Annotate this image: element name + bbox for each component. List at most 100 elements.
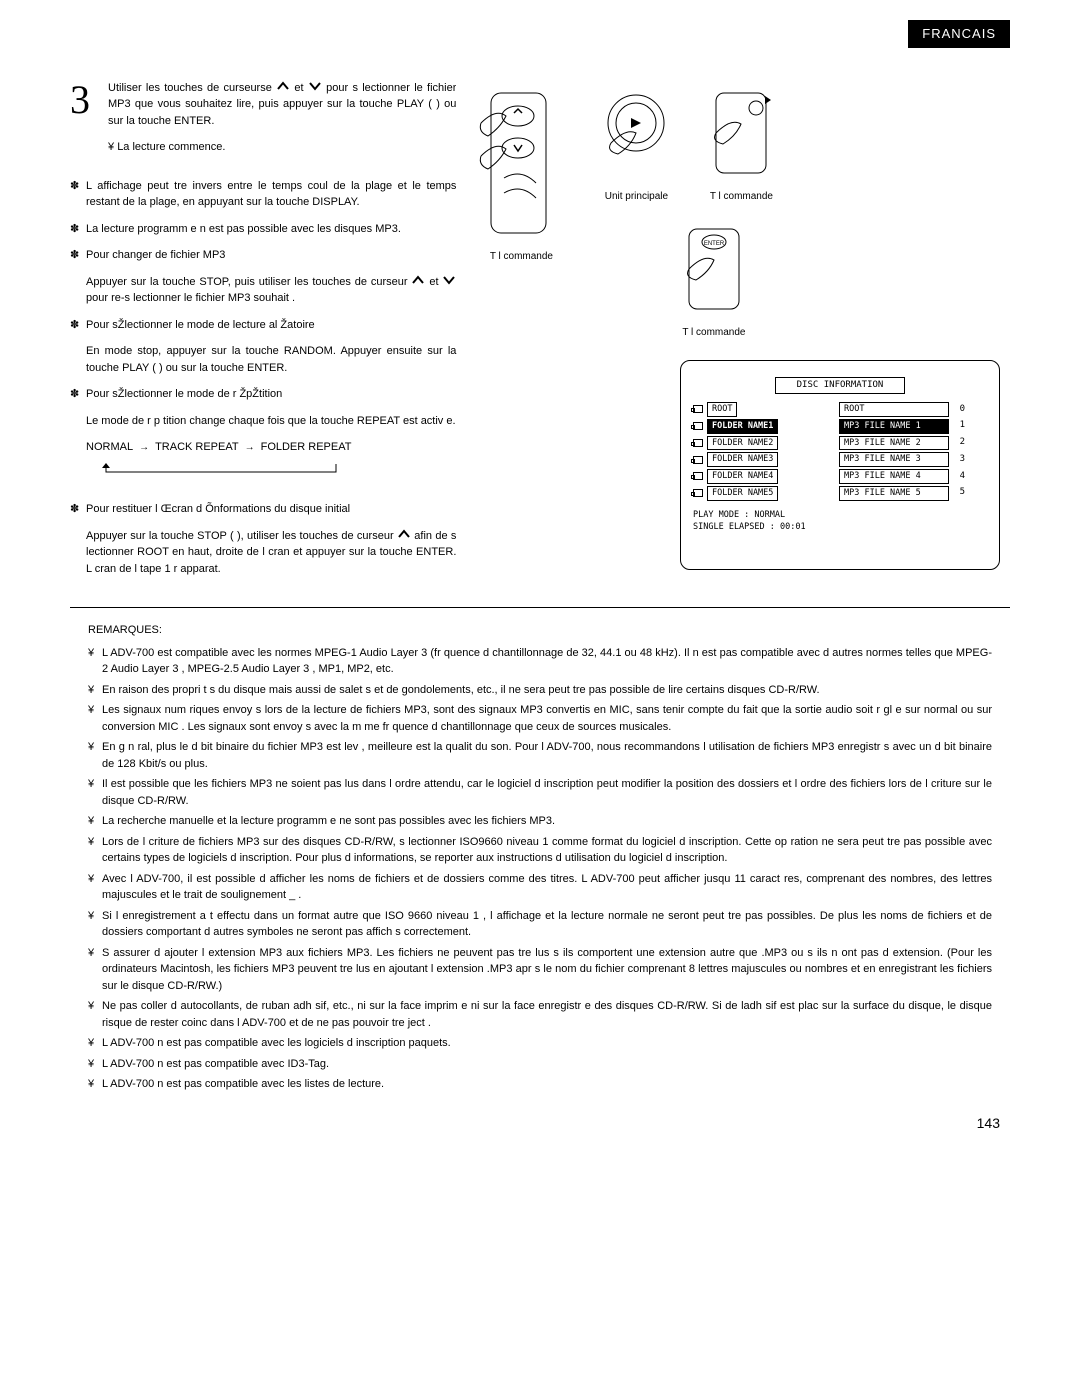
- bullet-text: Pour restituer l Œcran d Õnformations du…: [86, 501, 456, 518]
- screen-folder: FOLDER NAME1: [693, 419, 833, 434]
- page-number: 143: [70, 1113, 1010, 1134]
- seq-item: FOLDER REPEAT: [261, 439, 352, 456]
- screen-folder: FOLDER NAME2: [693, 436, 833, 451]
- remark-mark: ¥: [88, 871, 102, 904]
- bullet-mark: ✽: [70, 178, 86, 211]
- folder-label: FOLDER NAME2: [707, 436, 778, 451]
- row-number: 4: [955, 470, 965, 484]
- remark-item: ¥Si l enregistrement a t effectu dans un…: [88, 908, 992, 941]
- remark-item: ¥En g n ral, plus le d bit binaire du fi…: [88, 739, 992, 772]
- sub-text-a: Appuyer sur la touche STOP, puis utilise…: [86, 276, 408, 288]
- main-content: 3 Utiliser les touches de curseurse et p…: [70, 68, 1010, 588]
- row-number: 0: [955, 403, 965, 417]
- remote-illustration: T l commande: [476, 88, 566, 264]
- cursor-up-icon: [276, 80, 290, 97]
- row-number: 3: [955, 453, 965, 467]
- arrow-right-icon: [139, 439, 149, 456]
- remark-mark: ¥: [88, 998, 102, 1031]
- remote-hand-icon: [476, 88, 566, 238]
- folder-icon: [693, 405, 703, 413]
- remark-item: ¥Lors de l criture de fichiers MP3 sur d…: [88, 834, 992, 867]
- row-number: 2: [955, 436, 965, 450]
- remote-play-icon: [701, 88, 781, 178]
- folder-label: FOLDER NAME1: [707, 419, 778, 434]
- svg-text:ENTER: ENTER: [704, 241, 725, 247]
- row-number: 1: [955, 419, 965, 433]
- remark-text: S assurer d ajouter l extension MP3 aux …: [102, 945, 992, 995]
- screen-file: MP3 FILE NAME 1: [839, 419, 949, 434]
- screen-file: MP3 FILE NAME 2: [839, 436, 949, 451]
- screen-folder: FOLDER NAME5: [693, 486, 833, 501]
- bullet-list: ✽ L affichage peut tre invers entre le t…: [70, 178, 456, 578]
- remark-text: L ADV-700 n est pas compatible avec ID3-…: [102, 1056, 992, 1073]
- remark-text: Les signaux num riques envoy s lors de l…: [102, 702, 992, 735]
- remark-text: En g n ral, plus le d bit binaire du fic…: [102, 739, 992, 772]
- remark-mark: ¥: [88, 702, 102, 735]
- seq-item: TRACK REPEAT: [155, 439, 239, 456]
- folder-icon: [693, 472, 703, 480]
- play-mode-status: PLAY MODE : NORMAL: [693, 509, 987, 522]
- unit-hand-icon: [596, 88, 676, 178]
- step-text-2: La lecture commence.: [117, 141, 225, 153]
- remote-illustration-3: ENTER T l commande: [646, 224, 781, 340]
- remark-mark: ¥: [88, 908, 102, 941]
- cursor-down-icon: [308, 80, 322, 97]
- sub-text-b: et: [429, 276, 438, 288]
- step-number: 3: [70, 70, 90, 130]
- remark-mark: ¥: [88, 813, 102, 830]
- right-column: T l commande Unit principale: [476, 68, 1010, 588]
- screen-row: FOLDER NAME3MP3 FILE NAME 33: [693, 452, 987, 467]
- seq-item: NORMAL: [86, 439, 133, 456]
- remote-illustration-2: T l commande: [701, 88, 781, 204]
- cursor-up-icon: [397, 528, 411, 545]
- remote-enter-icon: ENTER: [674, 224, 754, 314]
- remark-item: ¥L ADV-700 n est pas compatible avec les…: [88, 1076, 992, 1093]
- step-text-a: Utiliser les touches de curseurse: [108, 82, 272, 94]
- screen-title: DISC INFORMATION: [775, 377, 905, 395]
- sub-text-c: pour re-s lectionner le fichier MP3 souh…: [86, 292, 295, 304]
- left-column: 3 Utiliser les touches de curseurse et p…: [70, 68, 456, 588]
- bullet-text: Pour changer de fichier MP3: [86, 247, 456, 264]
- bullet-mark: ✽: [70, 317, 86, 334]
- remark-text: Ne pas coller d autocollants, de ruban a…: [102, 998, 992, 1031]
- separator: [70, 607, 1010, 608]
- language-tag: FRANCAIS: [908, 20, 1010, 48]
- screen-folder: FOLDER NAME3: [693, 452, 833, 467]
- disc-info-screen: DISC INFORMATION ROOTROOT0FOLDER NAME1MP…: [680, 360, 1000, 570]
- remark-mark: ¥: [88, 776, 102, 809]
- bullet-mark: ✽: [70, 501, 86, 518]
- remark-text: Si l enregistrement a t effectu dans un …: [102, 908, 992, 941]
- folder-label: ROOT: [707, 402, 737, 417]
- caption: T l commande: [476, 249, 566, 264]
- bullet-mark: ✽: [70, 221, 86, 238]
- caption: T l commande: [646, 325, 781, 340]
- cursor-down-icon: [442, 274, 456, 291]
- bullet-item: ✽ La lecture programm e n est pas possib…: [70, 221, 456, 238]
- remark-item: ¥Ne pas coller d autocollants, de ruban …: [88, 998, 992, 1031]
- remark-item: ¥S assurer d ajouter l extension MP3 aux…: [88, 945, 992, 995]
- folder-icon: [693, 456, 703, 464]
- caption: Unit principale: [596, 189, 676, 204]
- cursor-up-icon: [411, 274, 425, 291]
- bullet-mark: ¥: [108, 141, 114, 153]
- bullet-text: L affichage peut tre invers entre le tem…: [86, 178, 456, 211]
- bullet-item: ✽ L affichage peut tre invers entre le t…: [70, 178, 456, 211]
- bullet-text: La lecture programm e n est pas possible…: [86, 221, 456, 238]
- caption: T l commande: [701, 189, 781, 204]
- remark-mark: ¥: [88, 945, 102, 995]
- screen-row: FOLDER NAME2 MP3 FILE NAME 2 2: [693, 436, 987, 451]
- row-number: 5: [955, 486, 965, 500]
- repeat-sequence: NORMAL TRACK REPEAT FOLDER REPEAT: [86, 439, 456, 483]
- remark-mark: ¥: [88, 645, 102, 678]
- remark-mark: ¥: [88, 1056, 102, 1073]
- bullet-item: ✽ Pour restituer l Œcran d Õnformations …: [70, 501, 456, 518]
- remarks-title: REMARQUES:: [88, 622, 1010, 639]
- remark-item: ¥L ADV-700 n est pas compatible avec les…: [88, 1035, 992, 1052]
- remark-mark: ¥: [88, 682, 102, 699]
- sub-text: Appuyer sur la touche STOP ( ), utiliser…: [86, 530, 397, 542]
- remark-mark: ¥: [88, 1076, 102, 1093]
- remark-item: ¥L ADV-700 n est pas compatible avec ID3…: [88, 1056, 992, 1073]
- remark-text: L ADV-700 n est pas compatible avec les …: [102, 1076, 992, 1093]
- remark-item: ¥Les signaux num riques envoy s lors de …: [88, 702, 992, 735]
- screen-file: MP3 FILE NAME 5: [839, 486, 949, 501]
